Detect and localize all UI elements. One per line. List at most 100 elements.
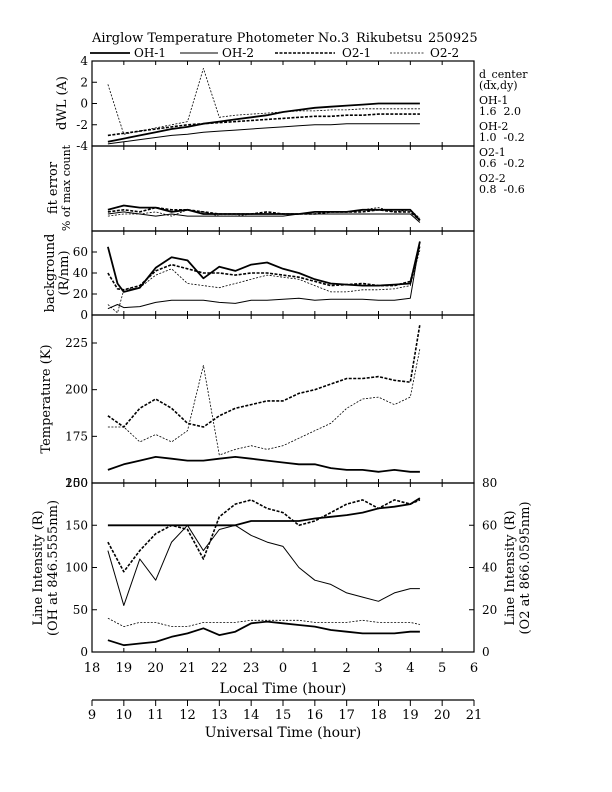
series-line-intensity-o2-2 <box>107 617 420 627</box>
side-note-values-o22: 0.8 -0.6 <box>479 183 525 196</box>
series-line-background-oh-1 <box>107 241 421 293</box>
side-notes-title: d_center <box>479 68 528 81</box>
xtick-label: 22 <box>211 661 228 676</box>
xtick-label: 5 <box>438 661 446 676</box>
side-note-values-oh1: 1.6 2.0 <box>479 105 521 118</box>
ytick-label: 150 <box>65 476 88 490</box>
ytick-label: 200 <box>65 383 88 397</box>
xtick-label: 6 <box>470 661 478 676</box>
ut-tick-label: 18 <box>370 708 387 723</box>
xtick-label: 2 <box>343 661 351 676</box>
ut-tick-label: 21 <box>466 708 483 723</box>
panel-dwl: -4 -2 0 2 4 <box>76 54 475 153</box>
ytick-label: 4 <box>80 54 88 68</box>
xtick-label: 4 <box>406 661 414 676</box>
ut-tick-label: 17 <box>338 708 355 723</box>
ytick-label: 0 <box>80 97 88 111</box>
ylabel-background: background <box>43 234 58 313</box>
ytick-right-label: 0 <box>482 645 490 659</box>
ylabel-intensity-right-2: (O2 at 866.0595nm) <box>518 501 533 634</box>
ut-tick-label: 15 <box>275 708 292 723</box>
series-line-intensity-oh-2 <box>107 524 420 606</box>
ytick-label: 100 <box>65 561 88 575</box>
ut-tick-label: 9 <box>88 708 96 723</box>
ytick-label: 225 <box>65 336 88 350</box>
series-line-dwl-o2-1 <box>107 113 420 137</box>
series-line-fit-error-oh-2 <box>107 211 421 223</box>
ut-tick-label: 14 <box>243 708 260 723</box>
ytick-label: -4 <box>76 139 88 153</box>
ylabel-intensity-right: Line Intensity (R) <box>503 510 518 625</box>
ytick-label: 2 <box>80 75 88 89</box>
legend-label-oh1: OH-1 <box>134 46 166 60</box>
series-line-fit-error-o2-2 <box>107 207 421 219</box>
series-line-dwl-oh-1 <box>107 102 420 143</box>
ylabel-background-2: (R/nm) <box>57 250 72 295</box>
ytick-label: -2 <box>76 118 88 132</box>
ytick-label: 20 <box>73 287 88 301</box>
panel-fit-error <box>91 146 475 231</box>
series-line-temperature-oh-1 <box>107 455 420 473</box>
ut-tick-label: 19 <box>402 708 419 723</box>
legend-label-o21: O2-1 <box>342 46 371 60</box>
legend: OH-1 OH-2 O2-1 O2-2 <box>90 46 459 60</box>
xtick-label: 21 <box>179 661 196 676</box>
ytick-label: 0 <box>80 645 88 659</box>
plot-layer: -4-2024020406015017520022505010015020002… <box>65 54 497 659</box>
series-line-background-o2-2 <box>107 249 421 314</box>
legend-label-oh2: OH-2 <box>222 46 254 60</box>
panel-temperature: 150 175 200 225 <box>65 315 475 490</box>
ytick-label: 0 <box>80 308 88 322</box>
panel-intensity-frame <box>91 482 475 653</box>
date-code: 250925 <box>428 31 478 46</box>
ylabel-dwl: dWL (A) <box>55 76 70 130</box>
side-note-name-o22: O2-2 <box>479 172 506 185</box>
side-note-name-oh1: OH-1 <box>479 94 508 107</box>
x-axis-ticks: 18 19 20 21 22 23 0 1 2 3 4 5 6 <box>84 661 478 676</box>
ut-tick-label: 12 <box>179 708 196 723</box>
ytick-label: 40 <box>73 266 88 280</box>
ylabel-intensity-2: (OH at 846.5555nm) <box>46 500 61 636</box>
y-axis-labels: dWL (A) fit error % of max count backgro… <box>31 76 533 636</box>
side-notes: d_center (dx,dy) OH-1 1.6 2.0 OH-2 1.0 -… <box>479 68 528 196</box>
xtick-label: 0 <box>279 661 287 676</box>
ylabel-temperature: Temperature (K) <box>39 344 54 453</box>
ylabel-fit-error: fit error <box>46 161 61 214</box>
ut-tick-label: 16 <box>307 708 324 723</box>
ut-tick-label: 10 <box>116 708 133 723</box>
series-line-intensity-oh-1 <box>107 497 421 527</box>
xtick-label: 1 <box>311 661 319 676</box>
ut-tick-label: 13 <box>211 708 228 723</box>
ytick-label: 200 <box>65 476 88 490</box>
ut-axis-label: Universal Time (hour) <box>205 725 362 741</box>
legend-label-o22: O2-2 <box>430 46 459 60</box>
side-notes-subtitle: (dx,dy) <box>479 79 518 92</box>
station-name: Rikubetsu <box>356 31 422 46</box>
ylabel-intensity: Line Intensity (R) <box>31 510 46 625</box>
series-line-background-oh-2 <box>107 241 421 310</box>
ut-tick-label: 20 <box>434 708 451 723</box>
x-axis-label: Local Time (hour) <box>220 681 347 697</box>
xtick-label: 19 <box>116 661 133 676</box>
ytick-label: 50 <box>73 603 88 617</box>
series-line-temperature-o2-1 <box>107 324 421 428</box>
ytick-right-label: 80 <box>482 476 497 490</box>
ytick-label: 175 <box>65 429 88 443</box>
side-note-values-oh2: 1.0 -0.2 <box>479 131 525 144</box>
panel-background: 0 20 40 60 <box>73 231 475 322</box>
series-line-temperature-o2-2 <box>107 348 421 456</box>
ut-tick-label: 11 <box>147 708 164 723</box>
ut-axis-ticks: 9 10 11 12 13 14 15 16 17 18 19 20 21 <box>88 700 482 723</box>
series-line-intensity-oh-1-low <box>107 620 420 647</box>
ytick-right-label: 60 <box>482 518 497 532</box>
ylabel-fit-error-2: % of max count <box>60 144 73 231</box>
series-line-fit-error-o2-1 <box>107 206 421 221</box>
panel-background-frame <box>91 230 475 316</box>
ytick-right-label: 20 <box>482 603 497 617</box>
xtick-label: 3 <box>374 661 382 676</box>
ytick-right-label: 40 <box>482 561 497 575</box>
side-note-values-o21: 0.6 -0.2 <box>479 157 525 170</box>
xtick-label: 20 <box>147 661 164 676</box>
ytick-label: 60 <box>73 245 88 259</box>
